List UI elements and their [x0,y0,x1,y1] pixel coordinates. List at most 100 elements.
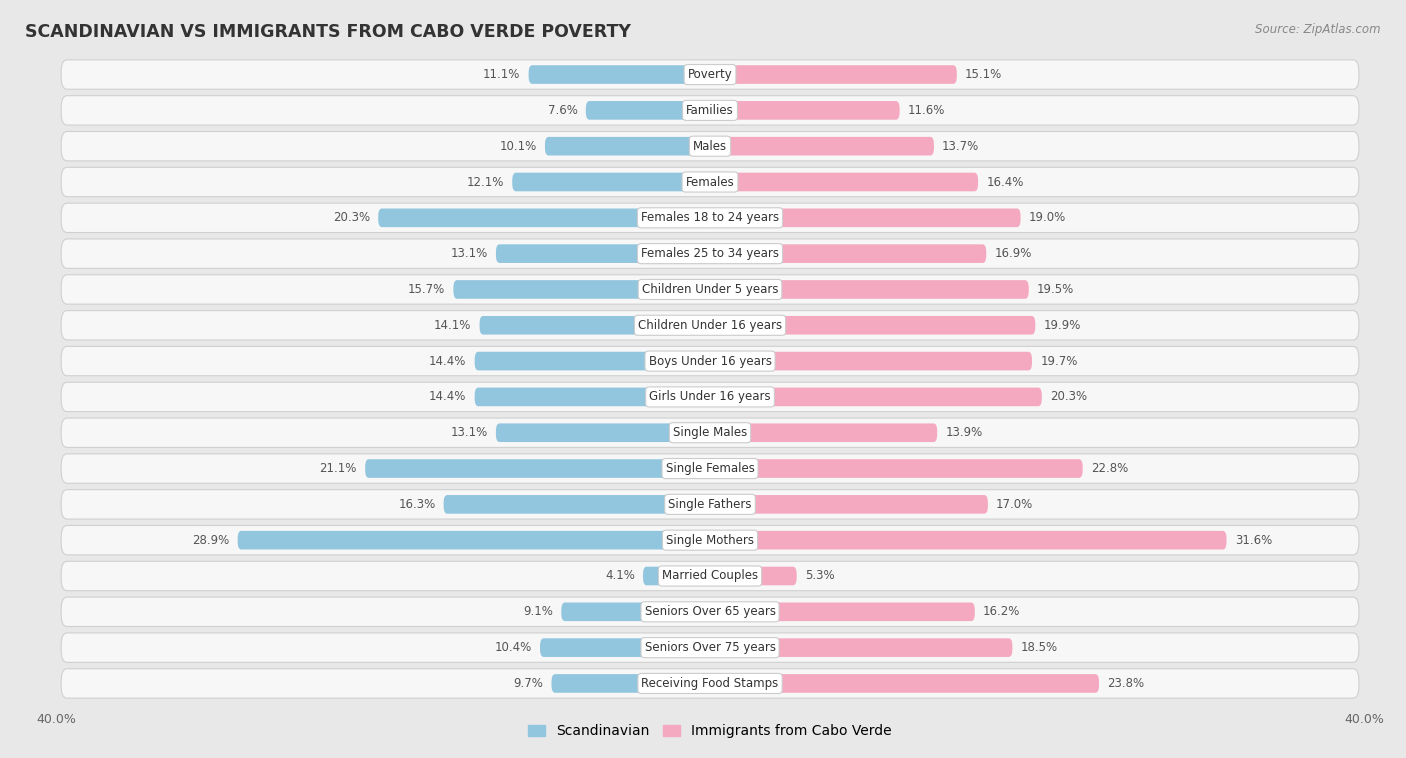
Text: 28.9%: 28.9% [193,534,229,547]
Text: 9.1%: 9.1% [523,606,553,619]
FancyBboxPatch shape [444,495,710,514]
FancyBboxPatch shape [540,638,710,657]
FancyBboxPatch shape [529,65,710,84]
Text: Single Males: Single Males [673,426,747,439]
Text: 21.1%: 21.1% [319,462,357,475]
Text: Males: Males [693,139,727,152]
FancyBboxPatch shape [710,567,797,585]
Text: 16.4%: 16.4% [986,176,1024,189]
FancyBboxPatch shape [453,280,710,299]
Text: 18.5%: 18.5% [1021,641,1057,654]
Text: 13.7%: 13.7% [942,139,980,152]
FancyBboxPatch shape [60,597,1360,627]
FancyBboxPatch shape [710,638,1012,657]
Text: 15.1%: 15.1% [965,68,1002,81]
Text: Families: Families [686,104,734,117]
FancyBboxPatch shape [710,495,988,514]
FancyBboxPatch shape [710,674,1099,693]
Text: 19.0%: 19.0% [1029,211,1066,224]
Text: Single Mothers: Single Mothers [666,534,754,547]
FancyBboxPatch shape [586,101,710,120]
FancyBboxPatch shape [60,203,1360,233]
FancyBboxPatch shape [710,316,1035,334]
FancyBboxPatch shape [60,168,1360,196]
Text: Seniors Over 75 years: Seniors Over 75 years [644,641,776,654]
FancyBboxPatch shape [710,387,1042,406]
Text: SCANDINAVIAN VS IMMIGRANTS FROM CABO VERDE POVERTY: SCANDINAVIAN VS IMMIGRANTS FROM CABO VER… [25,23,631,41]
FancyBboxPatch shape [378,208,710,227]
FancyBboxPatch shape [710,208,1021,227]
Text: Children Under 5 years: Children Under 5 years [641,283,779,296]
FancyBboxPatch shape [475,387,710,406]
FancyBboxPatch shape [60,60,1360,89]
Text: 23.8%: 23.8% [1107,677,1144,690]
Text: 9.7%: 9.7% [513,677,543,690]
Text: 31.6%: 31.6% [1234,534,1272,547]
Text: 7.6%: 7.6% [548,104,578,117]
FancyBboxPatch shape [60,131,1360,161]
FancyBboxPatch shape [60,418,1360,447]
Text: Married Couples: Married Couples [662,569,758,582]
FancyBboxPatch shape [512,173,710,191]
Text: 22.8%: 22.8% [1091,462,1128,475]
FancyBboxPatch shape [710,244,986,263]
FancyBboxPatch shape [551,674,710,693]
FancyBboxPatch shape [710,101,900,120]
Text: 12.1%: 12.1% [467,176,505,189]
Text: 16.3%: 16.3% [398,498,436,511]
Text: 10.4%: 10.4% [495,641,531,654]
FancyBboxPatch shape [60,562,1360,590]
FancyBboxPatch shape [60,669,1360,698]
Text: 15.7%: 15.7% [408,283,446,296]
FancyBboxPatch shape [496,244,710,263]
FancyBboxPatch shape [366,459,710,478]
FancyBboxPatch shape [710,603,974,621]
Text: 19.9%: 19.9% [1043,319,1081,332]
Text: 19.5%: 19.5% [1038,283,1074,296]
Text: 11.1%: 11.1% [484,68,520,81]
Text: Single Females: Single Females [665,462,755,475]
Text: 16.9%: 16.9% [994,247,1032,260]
Text: Females 25 to 34 years: Females 25 to 34 years [641,247,779,260]
Text: Poverty: Poverty [688,68,733,81]
Text: 14.1%: 14.1% [434,319,471,332]
FancyBboxPatch shape [60,633,1360,662]
FancyBboxPatch shape [60,525,1360,555]
FancyBboxPatch shape [60,490,1360,519]
Text: 5.3%: 5.3% [804,569,834,582]
Text: 14.4%: 14.4% [429,390,467,403]
Text: 14.4%: 14.4% [429,355,467,368]
FancyBboxPatch shape [561,603,710,621]
FancyBboxPatch shape [475,352,710,371]
Text: 20.3%: 20.3% [1050,390,1087,403]
Text: 17.0%: 17.0% [995,498,1033,511]
FancyBboxPatch shape [60,96,1360,125]
FancyBboxPatch shape [643,567,710,585]
FancyBboxPatch shape [546,137,710,155]
FancyBboxPatch shape [710,173,979,191]
FancyBboxPatch shape [710,65,957,84]
FancyBboxPatch shape [60,454,1360,484]
Text: Seniors Over 65 years: Seniors Over 65 years [644,606,776,619]
Text: Source: ZipAtlas.com: Source: ZipAtlas.com [1256,23,1381,36]
FancyBboxPatch shape [60,274,1360,304]
FancyBboxPatch shape [60,346,1360,376]
Text: Receiving Food Stamps: Receiving Food Stamps [641,677,779,690]
Text: 13.1%: 13.1% [450,426,488,439]
FancyBboxPatch shape [479,316,710,334]
FancyBboxPatch shape [238,531,710,550]
Text: 20.3%: 20.3% [333,211,370,224]
Text: Females: Females [686,176,734,189]
FancyBboxPatch shape [60,239,1360,268]
FancyBboxPatch shape [710,424,938,442]
Text: Girls Under 16 years: Girls Under 16 years [650,390,770,403]
FancyBboxPatch shape [60,382,1360,412]
FancyBboxPatch shape [496,424,710,442]
FancyBboxPatch shape [710,280,1029,299]
Text: 4.1%: 4.1% [605,569,636,582]
FancyBboxPatch shape [710,459,1083,478]
Text: 13.1%: 13.1% [450,247,488,260]
Text: Children Under 16 years: Children Under 16 years [638,319,782,332]
Text: 13.9%: 13.9% [945,426,983,439]
FancyBboxPatch shape [710,531,1226,550]
